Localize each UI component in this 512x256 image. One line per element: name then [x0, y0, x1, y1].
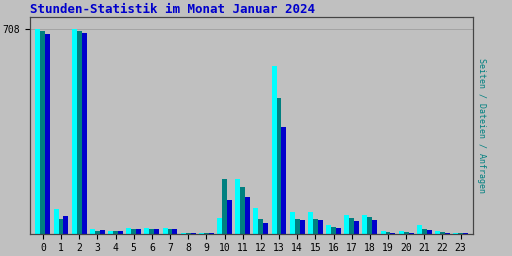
Bar: [40, 31, 45, 233]
Bar: [372, 220, 377, 233]
Bar: [276, 98, 282, 233]
Bar: [331, 227, 336, 233]
Bar: [54, 209, 58, 233]
Bar: [282, 127, 286, 233]
Bar: [380, 231, 386, 233]
Bar: [45, 34, 50, 233]
Bar: [263, 222, 268, 233]
Bar: [354, 221, 359, 233]
Bar: [81, 33, 87, 233]
Bar: [417, 226, 422, 233]
Bar: [173, 229, 177, 233]
Bar: [77, 31, 81, 233]
Bar: [95, 231, 100, 233]
Bar: [272, 66, 276, 233]
Bar: [126, 228, 131, 233]
Bar: [349, 218, 354, 233]
Bar: [313, 219, 318, 233]
Bar: [435, 231, 440, 233]
Bar: [150, 229, 154, 233]
Bar: [240, 187, 245, 233]
Bar: [163, 228, 167, 233]
Bar: [72, 29, 77, 233]
Bar: [63, 216, 69, 233]
Bar: [404, 232, 409, 233]
Bar: [386, 232, 391, 233]
Bar: [35, 29, 40, 233]
Bar: [222, 179, 227, 233]
Bar: [295, 219, 300, 233]
Bar: [290, 212, 295, 233]
Bar: [118, 231, 123, 233]
Bar: [131, 229, 136, 233]
Bar: [245, 197, 250, 233]
Bar: [326, 226, 331, 233]
Bar: [344, 215, 349, 233]
Bar: [336, 228, 341, 233]
Bar: [362, 215, 368, 233]
Bar: [227, 200, 232, 233]
Bar: [399, 231, 404, 233]
Bar: [144, 228, 150, 233]
Bar: [236, 179, 240, 233]
Bar: [308, 212, 313, 233]
Bar: [100, 230, 104, 233]
Bar: [422, 229, 427, 233]
Text: Seiten / Dateien / Anfragen: Seiten / Dateien / Anfragen: [477, 58, 485, 193]
Bar: [167, 229, 173, 233]
Bar: [113, 231, 118, 233]
Bar: [108, 231, 113, 233]
Bar: [259, 219, 263, 233]
Bar: [253, 208, 259, 233]
Text: Stunden-Statistik im Monat Januar 2024: Stunden-Statistik im Monat Januar 2024: [30, 3, 315, 16]
Bar: [90, 229, 95, 233]
Bar: [154, 229, 159, 233]
Bar: [427, 230, 432, 233]
Bar: [368, 217, 372, 233]
Bar: [318, 220, 323, 233]
Bar: [217, 218, 222, 233]
Bar: [300, 220, 305, 233]
Bar: [440, 232, 445, 233]
Bar: [58, 219, 63, 233]
Bar: [136, 229, 141, 233]
